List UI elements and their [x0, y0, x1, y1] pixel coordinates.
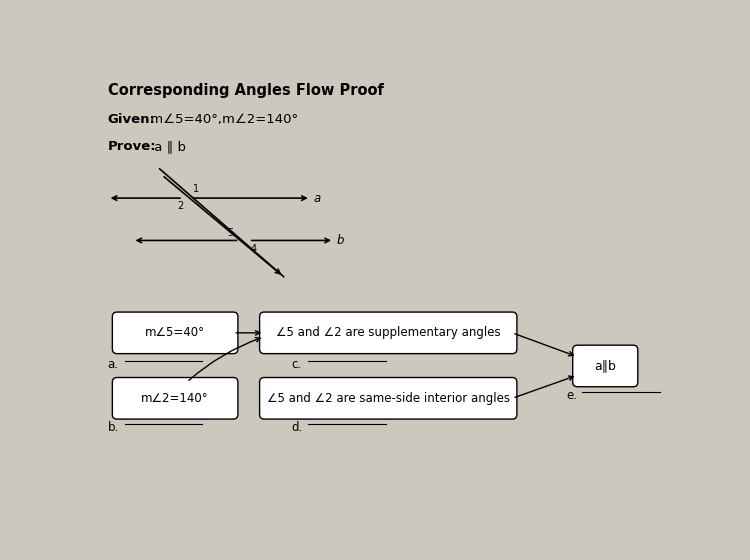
Text: 2: 2 — [178, 201, 184, 211]
Text: a.: a. — [108, 358, 118, 371]
Text: b.: b. — [108, 421, 119, 435]
FancyBboxPatch shape — [112, 377, 238, 419]
Text: c.: c. — [291, 358, 302, 371]
FancyBboxPatch shape — [112, 312, 238, 354]
Text: a∥b: a∥b — [594, 360, 616, 372]
Text: b: b — [336, 234, 344, 247]
FancyBboxPatch shape — [573, 345, 638, 387]
Text: 5: 5 — [227, 228, 233, 238]
Text: a: a — [313, 192, 320, 204]
Text: a ∥ b: a ∥ b — [149, 141, 185, 153]
FancyBboxPatch shape — [260, 377, 517, 419]
Text: 4: 4 — [251, 244, 257, 254]
Text: d.: d. — [291, 421, 302, 435]
Text: m∠5=40°,m∠2=140°: m∠5=40°,m∠2=140° — [146, 113, 298, 127]
Text: ∠5 and ∠2 are same-side interior angles: ∠5 and ∠2 are same-side interior angles — [267, 392, 510, 405]
Text: Prove:: Prove: — [108, 141, 156, 153]
Text: m∠5=40°: m∠5=40° — [146, 326, 205, 339]
Text: e.: e. — [566, 389, 578, 402]
Text: Corresponding Angles Flow Proof: Corresponding Angles Flow Proof — [108, 82, 383, 97]
Text: ∠5 and ∠2 are supplementary angles: ∠5 and ∠2 are supplementary angles — [276, 326, 500, 339]
FancyBboxPatch shape — [260, 312, 517, 354]
Text: Given:: Given: — [108, 113, 155, 127]
Text: 1: 1 — [193, 184, 199, 194]
Text: m∠2=140°: m∠2=140° — [141, 392, 209, 405]
